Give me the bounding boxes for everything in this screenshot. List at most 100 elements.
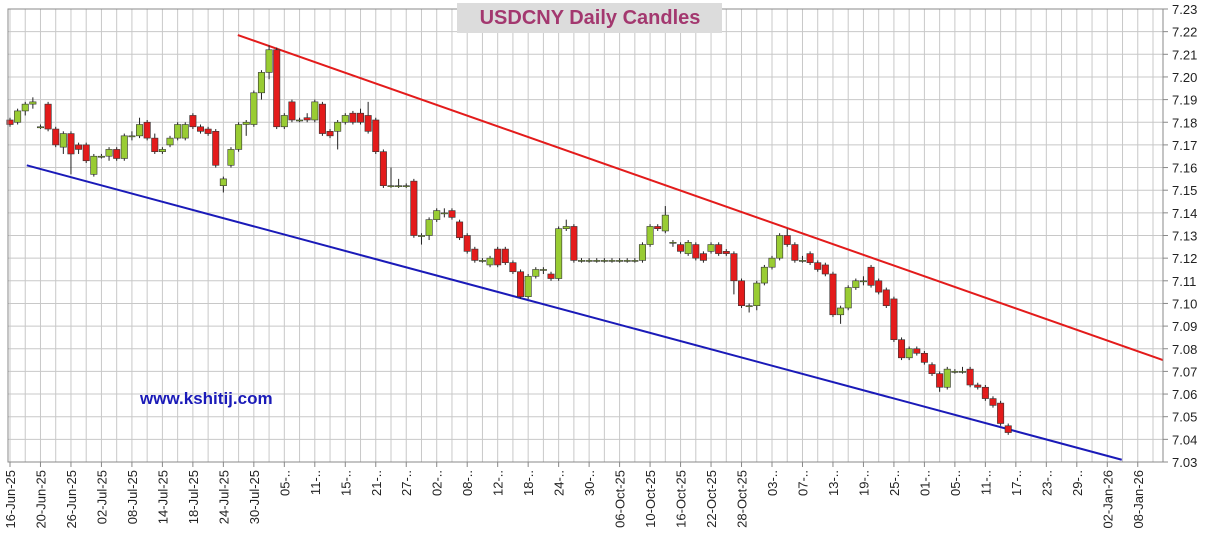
candle-body — [821, 264, 829, 275]
candle-body — [966, 368, 974, 386]
x-tick-label: 19-.. — [856, 470, 871, 496]
candle-body — [440, 212, 448, 215]
candle-body — [197, 126, 205, 132]
candle-body — [753, 282, 761, 307]
candle-body — [189, 115, 197, 128]
candle-body — [692, 244, 700, 259]
candle-body — [463, 235, 471, 252]
candle-body — [82, 144, 90, 162]
candle-body — [814, 262, 822, 270]
candle-body — [113, 149, 121, 159]
x-tick-label: 08-Jan-26 — [1131, 470, 1146, 529]
candle-body — [638, 244, 646, 261]
candle-body — [730, 253, 738, 282]
candle-body — [707, 244, 715, 252]
candle-body — [555, 228, 563, 279]
y-tick-label: 7.21 — [1172, 47, 1197, 62]
candle-body — [257, 72, 265, 94]
candle-body — [570, 226, 578, 261]
candle-body — [616, 260, 624, 262]
x-tick-label: 05-.. — [277, 470, 292, 496]
candle-body — [654, 226, 662, 230]
candle-body — [120, 135, 128, 159]
candle-body — [433, 210, 441, 220]
x-tick-label: 10-Oct-25 — [643, 470, 658, 528]
candle-body — [478, 260, 486, 262]
y-tick-label: 7.14 — [1172, 206, 1197, 221]
candle-body — [600, 260, 608, 262]
candle-body — [448, 210, 456, 218]
x-tick-label: 03-.. — [765, 470, 780, 496]
candle-body — [661, 214, 669, 232]
x-tick-label: 17-.. — [1009, 470, 1024, 496]
candle-body — [974, 384, 982, 388]
candle-body — [341, 115, 349, 123]
candle-body — [250, 92, 258, 125]
x-tick-label: 16-Jun-25 — [3, 470, 18, 529]
x-tick-label: 08-Jul-25 — [125, 470, 140, 524]
candle-body — [875, 280, 883, 293]
candle-body — [585, 260, 593, 262]
candle-body — [837, 307, 845, 316]
y-tick-label: 7.04 — [1172, 432, 1197, 447]
candle-body — [303, 117, 311, 121]
candle-body — [829, 273, 837, 316]
candle-body — [646, 226, 654, 245]
candle-body — [577, 260, 585, 262]
candle-body — [684, 241, 692, 254]
y-tick-label: 7.03 — [1172, 455, 1197, 470]
candle-body — [882, 289, 890, 307]
candle-body — [715, 244, 723, 254]
candle-body — [539, 269, 547, 271]
x-tick-label: 24-.. — [552, 470, 567, 496]
candle-body — [174, 124, 182, 139]
candle-body — [776, 235, 784, 259]
x-tick-label: 13-.. — [826, 470, 841, 496]
y-tick-label: 7.09 — [1172, 319, 1197, 334]
candle-body — [21, 103, 29, 112]
trend-lines — [26, 34, 1164, 461]
x-tick-label: 21-.. — [369, 470, 384, 496]
candle-body — [844, 287, 852, 309]
candle-body — [6, 119, 14, 125]
candle-body — [852, 280, 860, 288]
candle-body — [745, 305, 753, 308]
y-tick-label: 7.17 — [1172, 138, 1197, 153]
x-tick-label: 18-Jul-25 — [186, 470, 201, 524]
x-tick-label: 25-.. — [887, 470, 902, 496]
x-tick-label: 22-Oct-25 — [704, 470, 719, 528]
candle-body — [951, 371, 959, 373]
x-tick-label: 16-Oct-25 — [674, 470, 689, 528]
candle-body — [1004, 425, 1012, 433]
candle-body — [760, 266, 768, 284]
candle-body — [532, 269, 540, 277]
x-tick-label: 26-Jun-25 — [64, 470, 79, 529]
x-tick-label: 02-Jul-25 — [94, 470, 109, 524]
candle-body — [943, 368, 951, 388]
candle-body — [387, 185, 395, 187]
x-tick-label: 02-Jan-26 — [1100, 470, 1115, 529]
candle-body — [44, 103, 52, 130]
candle-body — [524, 275, 532, 297]
candle-body — [212, 131, 220, 166]
candle-body — [349, 112, 357, 123]
candle-body — [669, 241, 677, 244]
y-tick-label: 7.20 — [1172, 70, 1197, 85]
candle-body — [456, 221, 464, 239]
y-tick-label: 7.08 — [1172, 342, 1197, 357]
candle-body — [920, 352, 928, 363]
candle-body — [806, 253, 814, 263]
candle-body — [265, 49, 273, 73]
candle-body — [867, 266, 875, 286]
y-tick-label: 7.22 — [1172, 25, 1197, 40]
x-tick-label: 01-.. — [917, 470, 932, 496]
candle-body — [425, 219, 433, 236]
candle-body — [471, 248, 479, 261]
y-tick-label: 7.16 — [1172, 161, 1197, 176]
trend-line — [237, 34, 1164, 362]
candle-body — [402, 185, 410, 187]
chart-title: USDCNY Daily Candles — [480, 7, 701, 29]
y-tick-label: 7.13 — [1172, 229, 1197, 244]
